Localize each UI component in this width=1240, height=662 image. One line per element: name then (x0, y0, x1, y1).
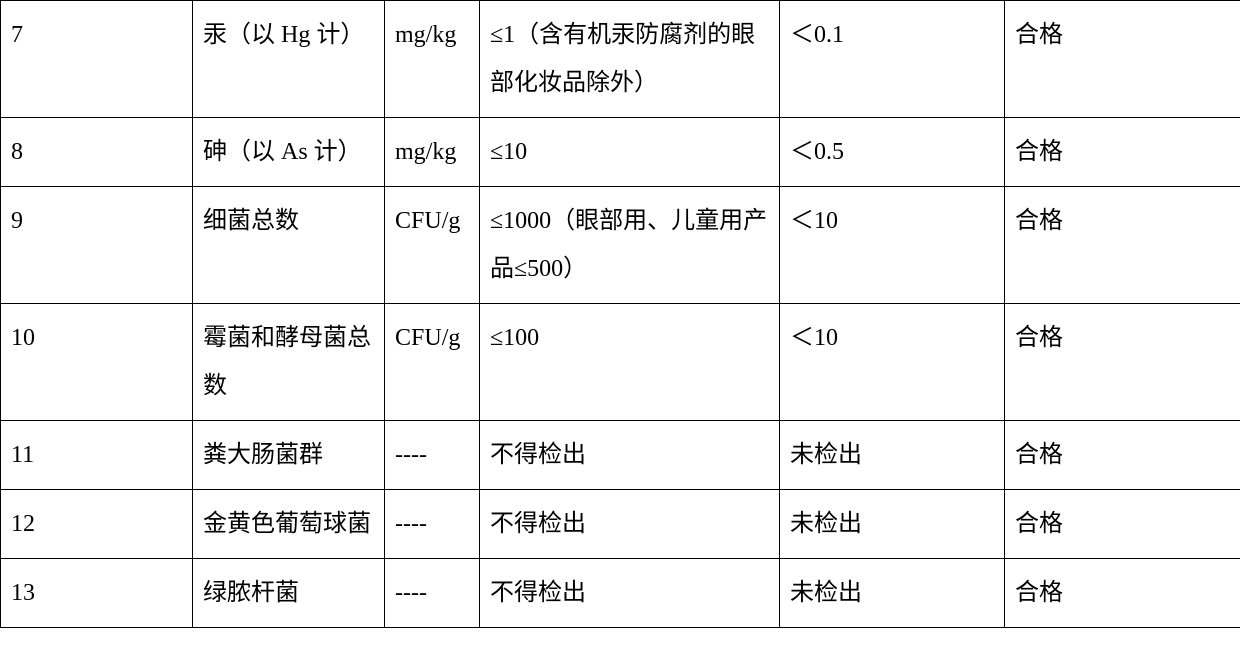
cell-num: 10 (1, 304, 193, 421)
test-report-table: 7 汞（以 Hg 计） mg/kg ≤1（含有机汞防腐剂的眼部化妆品除外） ＜0… (0, 0, 1240, 628)
cell-conclusion: 合格 (1005, 421, 1240, 490)
cell-result: ＜0.1 (780, 1, 1005, 118)
cell-item: 金黄色葡萄球菌 (193, 490, 385, 559)
cell-item: 霉菌和酵母菌总数 (193, 304, 385, 421)
cell-item: 汞（以 Hg 计） (193, 1, 385, 118)
cell-result: 未检出 (780, 559, 1005, 628)
cell-item: 粪大肠菌群 (193, 421, 385, 490)
cell-conclusion: 合格 (1005, 118, 1240, 187)
cell-standard: 不得检出 (480, 421, 780, 490)
cell-conclusion: 合格 (1005, 187, 1240, 304)
cell-num: 9 (1, 187, 193, 304)
cell-unit: ---- (385, 490, 480, 559)
cell-num: 11 (1, 421, 193, 490)
cell-num: 8 (1, 118, 193, 187)
cell-conclusion: 合格 (1005, 304, 1240, 421)
cell-conclusion: 合格 (1005, 559, 1240, 628)
table-row: 13 绿脓杆菌 ---- 不得检出 未检出 合格 (1, 559, 1240, 628)
cell-standard: ≤10 (480, 118, 780, 187)
table-row: 11 粪大肠菌群 ---- 不得检出 未检出 合格 (1, 421, 1240, 490)
cell-item: 砷（以 As 计） (193, 118, 385, 187)
table-row: 12 金黄色葡萄球菌 ---- 不得检出 未检出 合格 (1, 490, 1240, 559)
cell-standard: ≤1000（眼部用、儿童用产品≤500） (480, 187, 780, 304)
table-row: 8 砷（以 As 计） mg/kg ≤10 ＜0.5 合格 (1, 118, 1240, 187)
cell-num: 12 (1, 490, 193, 559)
cell-standard: 不得检出 (480, 559, 780, 628)
cell-standard: ≤100 (480, 304, 780, 421)
cell-unit: CFU/g (385, 187, 480, 304)
cell-item: 绿脓杆菌 (193, 559, 385, 628)
cell-result: ＜0.5 (780, 118, 1005, 187)
table-row: 10 霉菌和酵母菌总数 CFU/g ≤100 ＜10 合格 (1, 304, 1240, 421)
cell-unit: CFU/g (385, 304, 480, 421)
cell-num: 7 (1, 1, 193, 118)
cell-unit: mg/kg (385, 118, 480, 187)
cell-result: ＜10 (780, 304, 1005, 421)
cell-item: 细菌总数 (193, 187, 385, 304)
table-row: 7 汞（以 Hg 计） mg/kg ≤1（含有机汞防腐剂的眼部化妆品除外） ＜0… (1, 1, 1240, 118)
cell-standard: ≤1（含有机汞防腐剂的眼部化妆品除外） (480, 1, 780, 118)
cell-result: ＜10 (780, 187, 1005, 304)
cell-unit: mg/kg (385, 1, 480, 118)
cell-result: 未检出 (780, 490, 1005, 559)
cell-standard: 不得检出 (480, 490, 780, 559)
cell-num: 13 (1, 559, 193, 628)
cell-unit: ---- (385, 421, 480, 490)
cell-unit: ---- (385, 559, 480, 628)
cell-result: 未检出 (780, 421, 1005, 490)
table-row: 9 细菌总数 CFU/g ≤1000（眼部用、儿童用产品≤500） ＜10 合格 (1, 187, 1240, 304)
cell-conclusion: 合格 (1005, 1, 1240, 118)
table-body: 7 汞（以 Hg 计） mg/kg ≤1（含有机汞防腐剂的眼部化妆品除外） ＜0… (1, 1, 1240, 628)
cell-conclusion: 合格 (1005, 490, 1240, 559)
